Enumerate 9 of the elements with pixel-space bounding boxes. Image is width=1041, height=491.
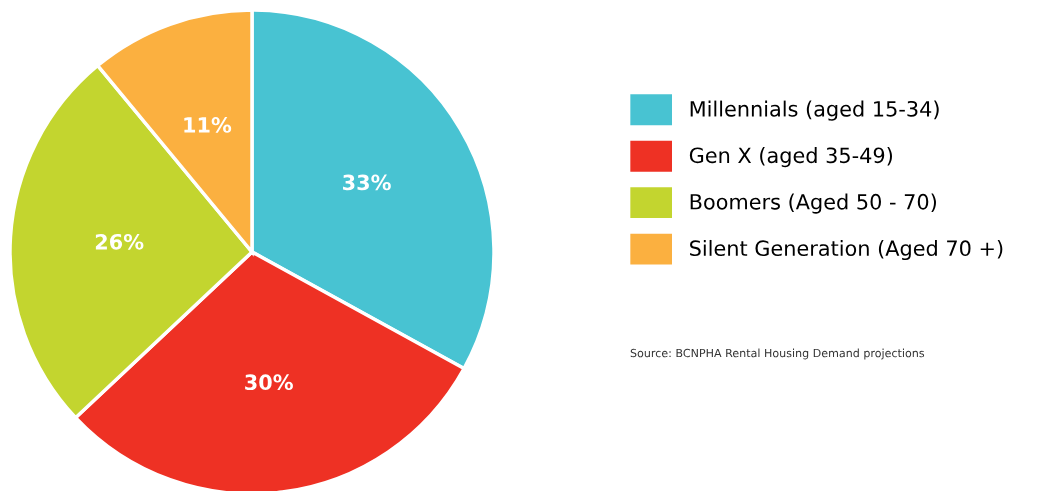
legend-label: Silent Generation (Aged 70 +)	[690, 239, 1003, 261]
data-label: 33%	[343, 174, 391, 191]
data-label: 26%	[95, 233, 144, 250]
data-label: 11%	[184, 117, 232, 133]
legend-label: Gen X (aged 35-49)	[689, 147, 893, 168]
source-note: Source: BCNPHA Rental Housing Demand projections	[630, 348, 925, 360]
legend-label: Millennials (aged 15-34)	[690, 100, 939, 121]
data-label: 30%	[245, 374, 293, 391]
legend-label: Boomers (Aged 50 - 70)	[690, 193, 936, 214]
